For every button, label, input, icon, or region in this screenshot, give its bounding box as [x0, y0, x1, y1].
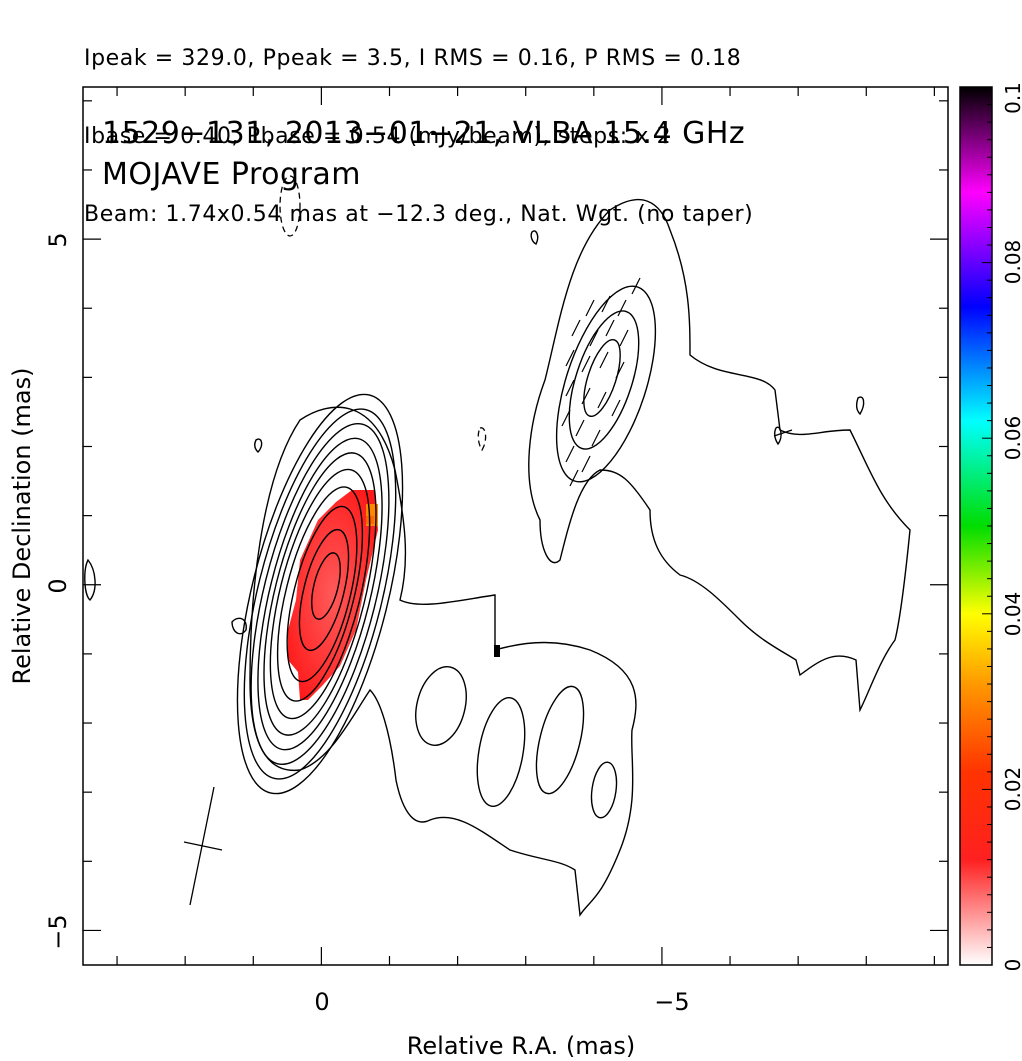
colorbar [959, 86, 993, 966]
y-axis-label: Relative Declination (mas) [8, 367, 36, 684]
polarization-core-region [288, 490, 378, 700]
colorbar-label-008: 0.08 [1001, 240, 1022, 285]
y-tick-label-minus5: −5 [44, 914, 72, 949]
core-contours [236, 393, 404, 795]
colorbar-label-006: 0.06 [1001, 416, 1022, 461]
x-axis-label: Relative R.A. (mas) [407, 1032, 635, 1060]
negative-contours [279, 175, 487, 452]
colorbar-label-01: 0.1 [1001, 82, 1022, 114]
header-line-peak: Ipeak = 329.0, Ppeak = 3.5, I RMS = 0.16… [84, 46, 742, 71]
header-line-beam: Beam: 1.74x0.54 mas at −12.3 deg., Nat. … [84, 202, 754, 227]
colorbar-label-002: 0.02 [1001, 767, 1022, 812]
map-title: 1529−131, 2013−01−21, VLBA 15.4 GHz [102, 116, 745, 151]
colorbar-ticks [982, 86, 992, 966]
x-tick-label-minus5: −5 [654, 988, 689, 1016]
header-line-base: Ibase = 0.40, Pbase = 0.54 (mJy/beam), s… [84, 124, 672, 149]
map-subtitle: MOJAVE Program [102, 157, 361, 192]
plot-frame [82, 86, 949, 966]
y-tick-label-0: 0 [44, 578, 72, 593]
x-tick-label-0: 0 [314, 988, 329, 1016]
y-tick-label-5: 5 [44, 232, 72, 247]
evpa-vectors [561, 277, 793, 487]
colorbar-label-0: 0 [1001, 959, 1022, 972]
header-info: Ipeak = 329.0, Ppeak = 3.5, I RMS = 0.16… [84, 0, 984, 254]
beam-cross [183, 786, 223, 906]
colorbar-label-004: 0.04 [1001, 592, 1022, 637]
data-marker [494, 645, 500, 657]
axis-ticks [83, 87, 948, 965]
jet-outer-contour [84, 199, 911, 917]
